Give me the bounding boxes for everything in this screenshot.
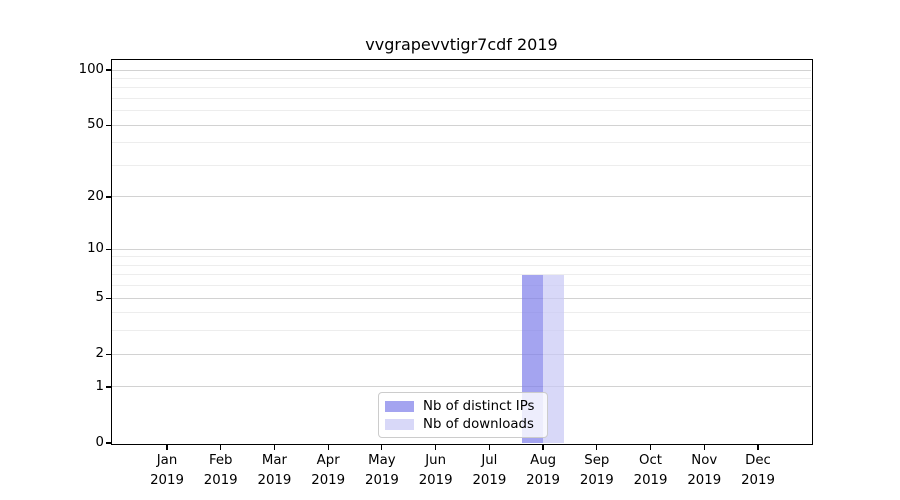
y-tick [105,297,112,299]
y-tick-label: 10 [87,241,104,257]
gridline-minor [112,285,811,287]
x-tick [488,444,490,450]
legend-item-downloads: Nb of downloads [385,417,540,432]
x-tick-label: Dec 2019 [741,453,775,488]
x-tick-label: Jan 2019 [150,453,184,488]
x-tick [327,444,329,450]
gridline-major [112,69,811,71]
y-tick-label: 100 [78,62,104,77]
x-tick-label: Feb 2019 [203,453,238,488]
x-tick-label: Jul 2019 [472,453,507,488]
legend-label: Nb of distinct IPs [423,399,535,414]
gridline-major [112,124,811,126]
gridline-minor [112,256,811,258]
chart-title: vvgrapevvtigr7cdf 2019 [365,35,558,54]
gridline-minor [112,87,811,89]
y-tick-label: 1 [95,378,104,394]
legend: Nb of distinct IPs Nb of downloads [378,392,548,438]
x-tick-label: Nov 2019 [687,453,722,488]
x-tick [703,444,705,450]
legend-item-distinct-ips: Nb of distinct IPs [385,399,540,414]
gridline-major [112,248,811,250]
gridline-minor [112,97,811,99]
legend-label: Nb of downloads [423,417,534,432]
y-tick [105,248,112,250]
y-tick [105,124,112,126]
plot-border [110,58,813,445]
x-tick-label: Jun 2019 [418,453,453,488]
x-tick [542,444,544,450]
x-tick [757,444,759,450]
y-tick-label: 0 [95,435,104,450]
gridline-minor [112,312,811,314]
gridline-minor [112,77,811,79]
y-tick-label: 50 [87,117,104,133]
y-tick [105,442,112,444]
x-tick-label: Mar 2019 [257,453,292,488]
x-tick-label: Sep 2019 [579,453,614,488]
gridline-major [112,297,811,299]
y-tick [105,353,112,355]
x-tick-label: Oct 2019 [633,453,668,488]
gridline-minor [112,264,811,266]
legend-swatch-distinct-ips-icon [385,401,414,412]
gridline-minor [112,142,811,144]
x-tick-label: May 2019 [364,453,399,488]
y-tick [105,196,112,198]
x-tick [435,444,437,450]
x-tick [649,444,652,450]
gridline-major [112,386,811,388]
y-tick [105,386,112,388]
x-tick-label: Apr 2019 [311,453,346,488]
x-tick-label: Aug 2019 [526,453,560,488]
gridline-minor [112,274,811,276]
x-tick [381,444,383,450]
gridline-minor [112,164,811,166]
x-tick [596,444,598,450]
y-tick-label: 20 [87,188,104,204]
x-tick [220,444,222,450]
x-tick [166,444,168,450]
gridline-minor [112,330,811,332]
x-tick [273,444,276,450]
y-tick-label: 5 [95,290,104,306]
y-tick-label: 2 [95,346,104,362]
gridline-major [112,353,811,355]
gridline-minor [112,110,811,112]
y-tick [105,69,112,71]
legend-swatch-downloads-icon [385,419,414,430]
gridline-major [112,196,811,198]
